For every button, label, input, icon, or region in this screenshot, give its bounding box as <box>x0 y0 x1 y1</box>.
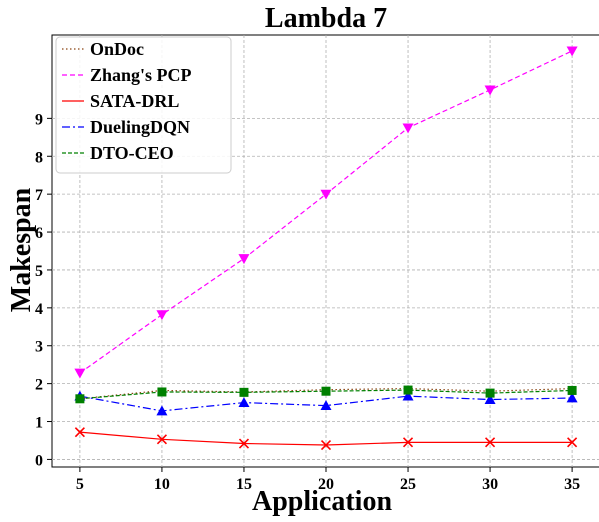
data-point <box>567 385 577 395</box>
data-point <box>157 387 167 397</box>
data-point <box>74 427 85 438</box>
data-point <box>239 387 249 397</box>
data-point <box>238 397 250 407</box>
data-point <box>74 368 86 379</box>
data-point <box>156 310 168 321</box>
data-point <box>485 437 496 448</box>
y-tick-label: 4 <box>35 301 43 318</box>
legend-label: Zhang's PCP <box>90 65 192 85</box>
y-tick-label: 7 <box>35 187 43 204</box>
y-tick-label: 8 <box>35 149 43 166</box>
data-point <box>402 123 414 134</box>
legend-box <box>55 36 232 174</box>
series-line <box>79 431 573 446</box>
data-point <box>484 85 496 96</box>
data-point <box>238 254 250 265</box>
y-tick-label: 2 <box>35 377 43 394</box>
data-point <box>75 394 85 404</box>
legend-label: SATA-DRL <box>90 91 179 111</box>
y-tick-label: 3 <box>35 339 43 356</box>
series-zhang-s-pcp <box>74 46 578 379</box>
series-layer <box>74 46 578 451</box>
data-point <box>484 394 496 404</box>
x-axis-ticks: 5 10 15 20 25 30 35 <box>76 467 580 493</box>
data-point <box>320 189 332 200</box>
x-tick-label: 5 <box>76 476 84 493</box>
y-axis-label: Makespan <box>6 187 37 312</box>
data-point <box>156 434 167 445</box>
legend-label: OnDoc <box>90 39 144 59</box>
data-point <box>566 46 578 57</box>
x-axis-label: Application <box>252 486 392 517</box>
data-point <box>402 437 414 448</box>
x-tick-label: 25 <box>400 476 416 493</box>
data-point <box>566 392 578 403</box>
data-point <box>402 390 414 401</box>
x-tick-label: 20 <box>318 476 334 493</box>
y-tick-label: 0 <box>35 452 43 469</box>
series-dto-ceo <box>75 385 577 404</box>
legend-label: DuelingDQN <box>90 117 190 137</box>
data-point <box>321 386 331 396</box>
chart-title: Lambda 7 <box>265 3 387 34</box>
data-point <box>403 385 413 395</box>
data-point <box>156 405 168 416</box>
y-tick-label: 6 <box>35 225 43 242</box>
x-tick-label: 30 <box>482 476 498 493</box>
x-tick-label: 15 <box>236 476 252 493</box>
series-sata-drl <box>74 427 578 451</box>
data-point <box>238 438 250 449</box>
data-point <box>567 437 578 448</box>
x-tick-label: 35 <box>564 476 580 493</box>
y-tick-label: 1 <box>35 415 43 432</box>
data-point <box>320 439 332 451</box>
x-tick-label: 10 <box>154 476 170 493</box>
y-axis-ticks: 0 1 2 3 4 5 6 7 8 9 <box>35 111 52 469</box>
legend-label: DTO-CEO <box>90 143 174 163</box>
legend: OnDoc Zhang's PCP SATA-DRL DuelingDQN DTO-CE… <box>55 36 232 174</box>
y-tick-label: 5 <box>35 263 43 280</box>
y-tick-label: 9 <box>35 111 43 128</box>
data-point <box>320 400 332 411</box>
data-point <box>485 388 495 398</box>
